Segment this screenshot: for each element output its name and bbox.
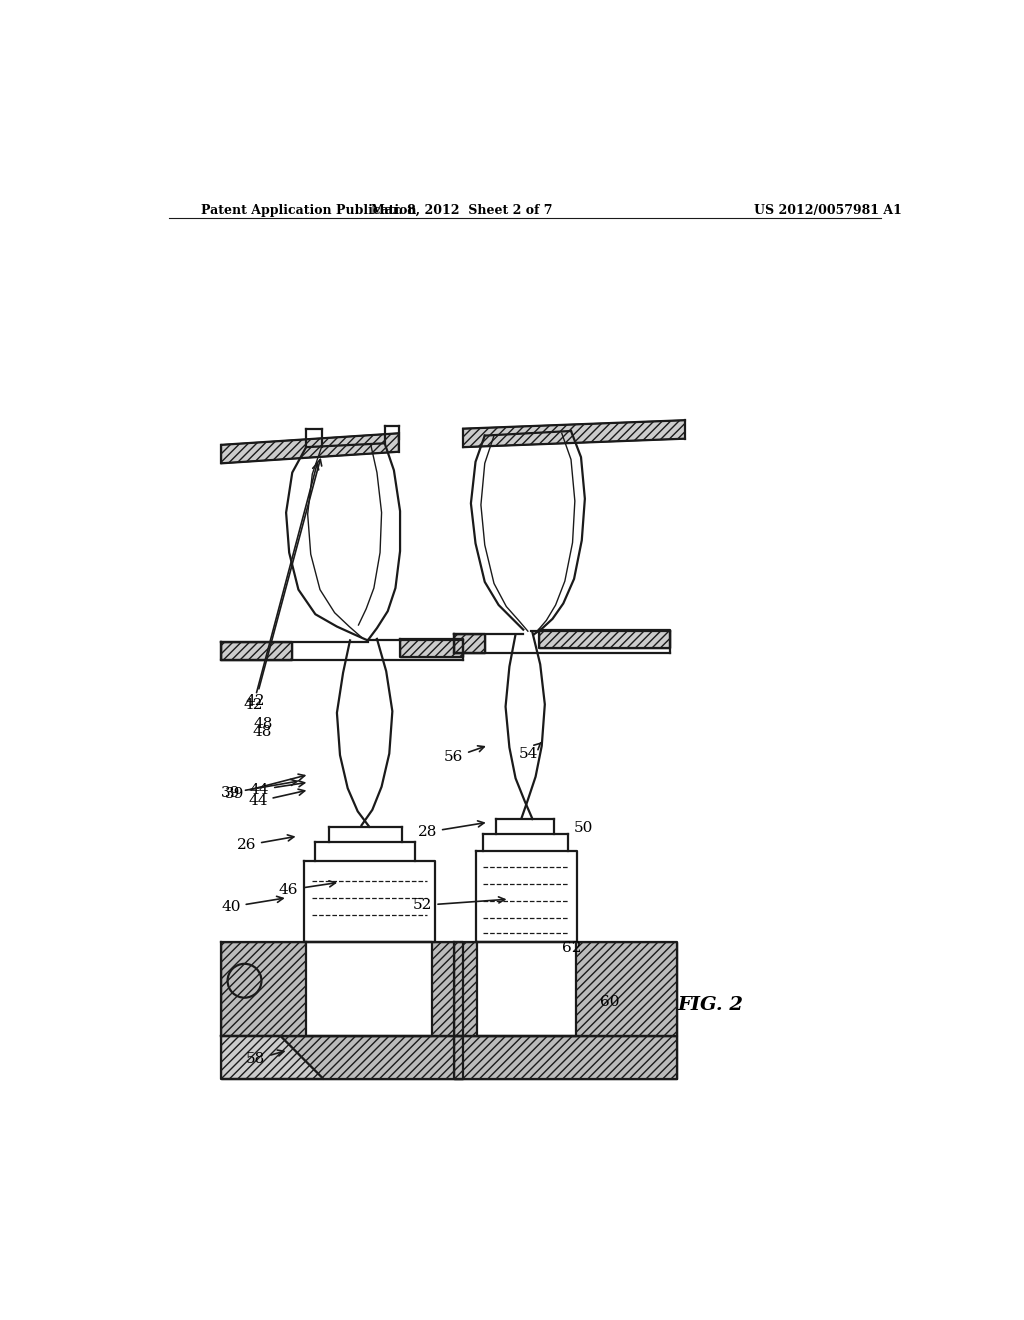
Polygon shape: [221, 1036, 323, 1078]
Text: Mar. 8, 2012  Sheet 2 of 7: Mar. 8, 2012 Sheet 2 of 7: [371, 205, 552, 218]
Polygon shape: [477, 853, 575, 941]
Text: US 2012/0057981 A1: US 2012/0057981 A1: [755, 205, 902, 218]
Text: 46: 46: [279, 880, 336, 896]
Polygon shape: [463, 420, 685, 447]
Polygon shape: [221, 433, 398, 463]
Text: 52: 52: [413, 896, 505, 912]
Text: 48: 48: [254, 717, 273, 731]
Text: 44: 44: [248, 789, 305, 808]
Text: 39: 39: [225, 774, 305, 801]
Text: 44: 44: [250, 780, 304, 797]
Polygon shape: [305, 862, 433, 941]
Polygon shape: [400, 639, 463, 657]
Polygon shape: [454, 942, 677, 1036]
Text: 42: 42: [246, 459, 322, 709]
Text: 39: 39: [220, 779, 297, 800]
Polygon shape: [539, 630, 670, 648]
Polygon shape: [454, 1036, 677, 1078]
Text: 54: 54: [518, 743, 541, 762]
Text: 40: 40: [221, 896, 283, 913]
Text: Patent Application Publication: Patent Application Publication: [202, 205, 417, 218]
Text: 26: 26: [237, 834, 294, 853]
Text: 48: 48: [252, 725, 271, 739]
Text: 28: 28: [418, 821, 484, 840]
Text: 58: 58: [246, 1049, 284, 1067]
Polygon shape: [221, 942, 463, 1036]
Polygon shape: [477, 942, 575, 1036]
Text: 60: 60: [600, 994, 620, 1008]
Text: FIG. 2: FIG. 2: [677, 997, 743, 1014]
Polygon shape: [306, 942, 432, 1036]
Polygon shape: [221, 642, 292, 660]
Text: 50: 50: [573, 821, 593, 836]
Text: 62: 62: [562, 941, 582, 954]
Text: 56: 56: [443, 746, 484, 764]
Polygon shape: [454, 635, 484, 653]
Polygon shape: [221, 1036, 463, 1078]
Text: 42: 42: [244, 463, 318, 711]
